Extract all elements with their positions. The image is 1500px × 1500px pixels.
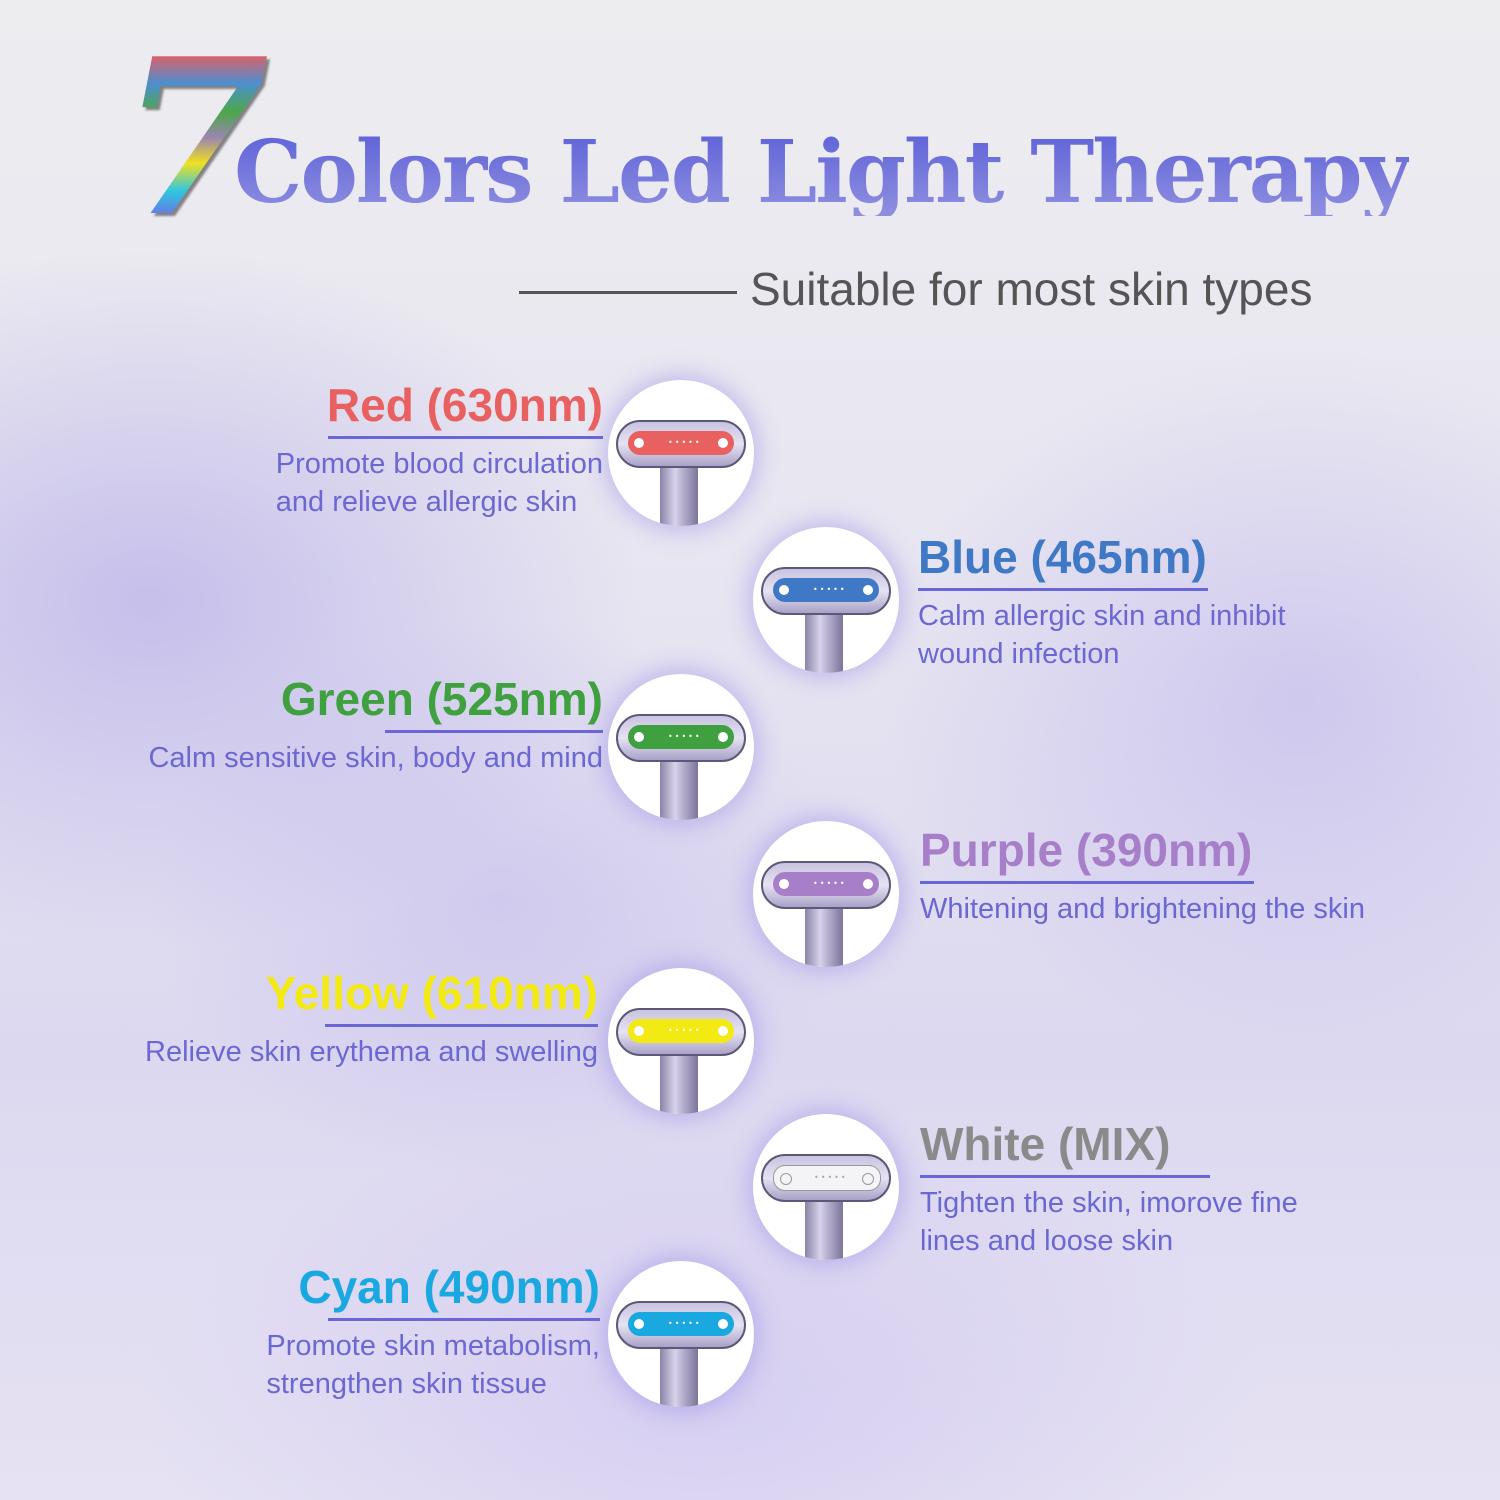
light-name: Green (525nm) [280,673,603,725]
device-image-1: ••••• [753,527,899,673]
wand-handle [660,468,698,526]
device-image-4: ••••• [608,968,754,1114]
light-description: Calm sensitive skin, body and mind [148,739,603,777]
light-item: Yellow (610nm) Relieve skin erythema and … [145,970,598,1071]
wand-handle [660,762,698,820]
led-wand-head-white-icon: ••••• [761,1154,891,1202]
led-wand-head-red-icon: ••••• [616,420,746,468]
page-title: Colors Led Light Therapy [234,122,1411,223]
number-seven-logo: 7 [120,11,270,264]
light-description: Relieve skin erythema and swelling [145,1033,598,1071]
description-line: Promote blood circulation [275,448,603,480]
light-description: Promote blood circulation and relieve all… [276,445,603,521]
led-wand-head-cyan-icon: ••••• [616,1301,746,1349]
led-wand-head-purple-icon: ••••• [761,861,891,909]
light-underline [920,1175,1210,1178]
light-item: White (MIX) Tighten the skin, imorove fin… [920,1121,1298,1260]
wand-handle [805,615,843,673]
light-item: Cyan (490nm) Promote skin metabolism, stre… [266,1264,600,1403]
description-line: strengthen skin tissue [266,1368,547,1400]
wand-handle [805,909,843,967]
page-subtitle: Suitable for most skin types [750,263,1313,315]
description-line: Calm sensitive skin, body and mind [148,742,603,774]
subtitle-divider [519,291,737,294]
wand-handle [660,1056,698,1114]
light-item: Purple (390nm) Whitening and brightening … [920,827,1365,928]
wand-handle [805,1202,843,1260]
light-name: Yellow (610nm) [265,967,598,1019]
led-strip: ••••• [773,1165,881,1191]
light-description: Calm allergic skin and inhibit wound infe… [918,597,1286,673]
led-strip: ••••• [628,725,734,749]
light-name: Purple (390nm) [920,824,1253,876]
device-image-3: ••••• [753,821,899,967]
light-underline [920,881,1254,884]
wand-handle [660,1349,698,1407]
led-strip: ••••• [773,578,879,602]
description-line: Promote skin metabolism, [266,1330,600,1362]
led-strip: ••••• [773,872,879,896]
light-item: Red (630nm) Promote blood circulation and … [276,382,603,521]
light-underline [325,1024,598,1027]
light-description: Promote skin metabolism, strengthen skin … [266,1327,600,1403]
device-image-6: ••••• [608,1261,754,1407]
led-wand-head-blue-icon: ••••• [761,567,891,615]
led-wand-head-yellow-icon: ••••• [616,1008,746,1056]
light-item: Blue (465nm) Calm allergic skin and inhib… [918,534,1286,673]
light-underline [328,436,603,439]
light-underline [385,730,603,733]
description-line: Relieve skin erythema and swelling [145,1036,598,1068]
light-name: Blue (465nm) [918,531,1207,583]
led-strip: ••••• [628,1019,734,1043]
device-image-5: ••••• [753,1114,899,1260]
description-line: Calm allergic skin and inhibit [918,600,1286,632]
description-line: and relieve allergic skin [275,486,578,518]
light-name: Red (630nm) [326,379,603,431]
led-wand-head-green-icon: ••••• [616,714,746,762]
light-description: Whitening and brightening the skin [920,890,1365,928]
device-image-0: ••••• [608,380,754,526]
device-image-2: ••••• [608,674,754,820]
led-strip: ••••• [628,431,734,455]
light-item: Green (525nm) Calm sensitive skin, body a… [148,676,603,777]
light-underline [918,588,1208,591]
light-name: Cyan (490nm) [298,1261,600,1313]
description-line: wound infection [918,638,1120,670]
led-strip: ••••• [628,1312,734,1336]
light-description: Tighten the skin, imorove fine lines and … [920,1184,1298,1260]
light-underline [328,1318,600,1321]
description-line: lines and loose skin [920,1225,1174,1257]
description-line: Whitening and brightening the skin [920,893,1365,925]
light-name: White (MIX) [920,1118,1171,1170]
description-line: Tighten the skin, imorove fine [920,1187,1298,1219]
